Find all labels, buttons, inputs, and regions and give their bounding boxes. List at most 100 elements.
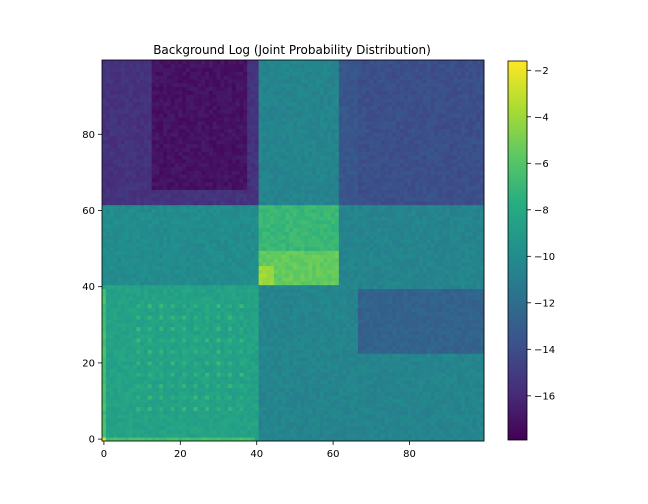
heatmap-cell bbox=[441, 418, 447, 423]
heatmap-cell bbox=[430, 322, 435, 328]
heatmap-cell bbox=[300, 383, 305, 389]
heatmap-cell bbox=[105, 410, 111, 415]
heatmap-cell bbox=[472, 376, 477, 381]
heatmap-cell bbox=[289, 288, 294, 293]
heatmap-cell bbox=[186, 402, 191, 408]
heatmap-cell bbox=[250, 277, 256, 282]
heatmap-cell bbox=[304, 277, 309, 282]
heatmap-cell bbox=[166, 296, 172, 301]
heatmap-cell bbox=[430, 372, 435, 377]
heatmap-cell bbox=[308, 399, 313, 404]
heatmap-cell bbox=[105, 433, 111, 438]
heatmap-cell bbox=[335, 292, 340, 297]
heatmap-cell bbox=[323, 303, 328, 309]
heatmap-cell bbox=[228, 273, 233, 278]
heatmap-cell bbox=[102, 269, 107, 274]
heatmap-cell bbox=[419, 269, 424, 274]
heatmap-cell bbox=[468, 288, 473, 293]
heatmap-cell bbox=[151, 341, 156, 347]
heatmap-cell bbox=[472, 296, 477, 301]
heatmap-cell bbox=[426, 311, 431, 316]
heatmap-cell bbox=[224, 380, 229, 385]
heatmap-cell bbox=[441, 345, 447, 350]
heatmap-cell bbox=[193, 277, 198, 282]
heatmap-cell bbox=[136, 402, 141, 408]
heatmap-cell bbox=[289, 429, 294, 434]
heatmap-cell bbox=[308, 292, 313, 297]
heatmap-cell bbox=[380, 406, 386, 411]
heatmap-cell bbox=[342, 345, 347, 350]
heatmap-cell bbox=[388, 433, 393, 438]
heatmap-cell bbox=[124, 277, 130, 282]
heatmap-cell bbox=[277, 364, 282, 370]
heatmap-cell bbox=[430, 338, 435, 343]
heatmap-cell bbox=[293, 387, 298, 392]
heatmap-cell bbox=[147, 326, 153, 331]
heatmap-cell bbox=[365, 338, 370, 343]
heatmap-cell bbox=[166, 284, 172, 289]
heatmap-cell bbox=[476, 406, 481, 411]
heatmap-cell bbox=[365, 414, 370, 419]
heatmap-cell bbox=[235, 349, 240, 354]
heatmap-cell bbox=[315, 319, 321, 324]
heatmap-cell bbox=[346, 296, 351, 301]
heatmap-cell bbox=[208, 338, 214, 343]
heatmap-cell bbox=[476, 357, 481, 362]
heatmap-cell bbox=[189, 414, 195, 419]
heatmap-cell bbox=[220, 353, 225, 358]
heatmap-cell bbox=[392, 345, 397, 350]
heatmap-cell bbox=[231, 288, 237, 293]
heatmap-cell bbox=[201, 402, 206, 408]
heatmap-cell bbox=[315, 433, 321, 438]
heatmap-cell bbox=[312, 414, 317, 419]
heatmap-cell bbox=[438, 345, 443, 350]
heatmap-cell bbox=[361, 322, 366, 328]
heatmap-cell bbox=[170, 322, 175, 328]
heatmap-cell bbox=[403, 322, 408, 328]
heatmap-cell bbox=[335, 418, 340, 423]
heatmap-cell bbox=[468, 277, 473, 282]
heatmap-cell bbox=[388, 326, 393, 331]
heatmap-cell bbox=[403, 307, 408, 312]
heatmap-cell bbox=[136, 433, 141, 438]
heatmap-cell bbox=[315, 303, 321, 309]
heatmap-cell bbox=[415, 372, 420, 377]
heatmap-cell bbox=[403, 280, 408, 286]
heatmap-cell bbox=[476, 288, 481, 293]
heatmap-cell bbox=[430, 326, 435, 331]
heatmap-cell bbox=[365, 322, 370, 328]
heatmap-cell bbox=[132, 402, 137, 408]
heatmap-cell bbox=[189, 334, 195, 339]
heatmap-cell bbox=[270, 353, 275, 358]
heatmap-cell bbox=[109, 300, 114, 305]
heatmap-cell bbox=[396, 261, 401, 267]
heatmap-cell bbox=[182, 319, 187, 324]
heatmap-cell bbox=[182, 399, 187, 404]
heatmap-cell bbox=[300, 330, 305, 335]
heatmap-cell bbox=[403, 437, 408, 442]
heatmap-cell bbox=[449, 383, 454, 389]
heatmap-cell bbox=[308, 307, 313, 312]
heatmap-cell bbox=[472, 391, 477, 396]
heatmap-cell bbox=[457, 315, 462, 320]
heatmap-cell bbox=[193, 334, 198, 339]
heatmap-cell bbox=[476, 380, 481, 385]
heatmap-cell bbox=[323, 326, 328, 331]
heatmap-cell bbox=[384, 391, 389, 396]
heatmap-cell bbox=[441, 288, 447, 293]
heatmap-cell bbox=[197, 292, 202, 297]
heatmap-cell bbox=[426, 360, 431, 366]
heatmap-cell bbox=[239, 399, 244, 404]
heatmap-cell bbox=[377, 334, 382, 339]
heatmap-cell bbox=[419, 399, 424, 404]
heatmap-cell bbox=[266, 280, 271, 286]
heatmap-cell bbox=[151, 380, 156, 385]
heatmap-cell bbox=[289, 387, 294, 392]
heatmap-cell bbox=[399, 345, 405, 350]
heatmap-cell bbox=[384, 368, 389, 373]
heatmap-cell bbox=[369, 383, 374, 389]
heatmap-cell bbox=[151, 399, 156, 404]
heatmap-cell bbox=[281, 330, 286, 335]
heatmap-cell bbox=[132, 391, 137, 396]
heatmap-cell bbox=[335, 414, 340, 419]
